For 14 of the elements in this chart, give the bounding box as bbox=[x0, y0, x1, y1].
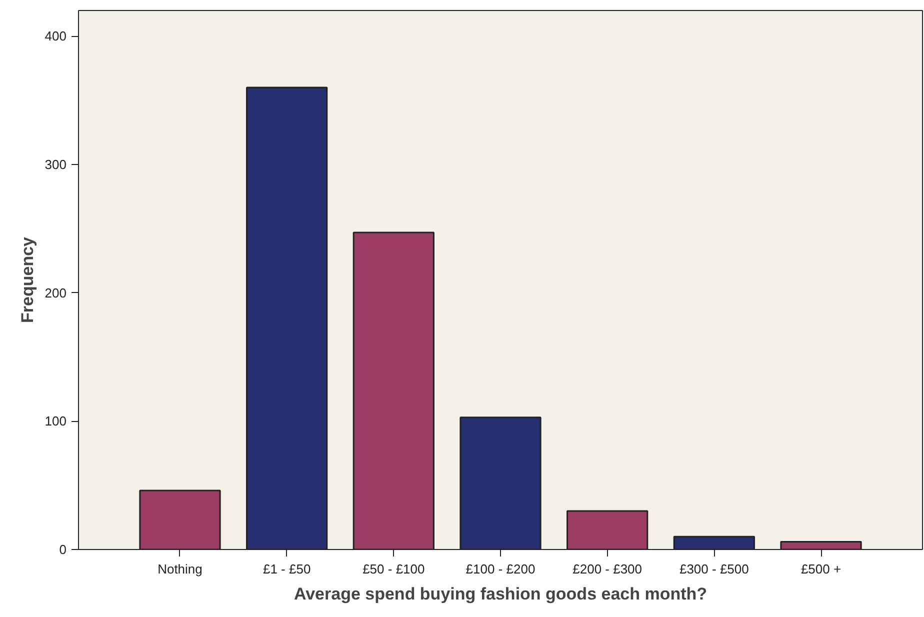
x-tick-label: £300 - £500 bbox=[679, 562, 749, 576]
y-tick-label: 100 bbox=[44, 414, 67, 429]
x-tick-label: £50 - £100 bbox=[362, 562, 425, 576]
x-tick-label: £200 - £300 bbox=[572, 562, 642, 576]
y-axis-title: Frequency bbox=[18, 236, 37, 323]
y-tick-label: 200 bbox=[44, 285, 67, 300]
x-axis-title: Average spend buying fashion goods each month? bbox=[294, 584, 708, 604]
x-tick-label: £100 - £200 bbox=[466, 562, 536, 576]
x-tick-label: Nothing bbox=[158, 562, 202, 576]
x-tick-label: £500 + bbox=[800, 562, 842, 576]
y-tick-label: 400 bbox=[44, 28, 67, 44]
y-tick-label: 0 bbox=[59, 542, 67, 557]
x-tick-label: £1 - £50 bbox=[262, 562, 311, 576]
y-tick-label: 300 bbox=[44, 157, 67, 172]
